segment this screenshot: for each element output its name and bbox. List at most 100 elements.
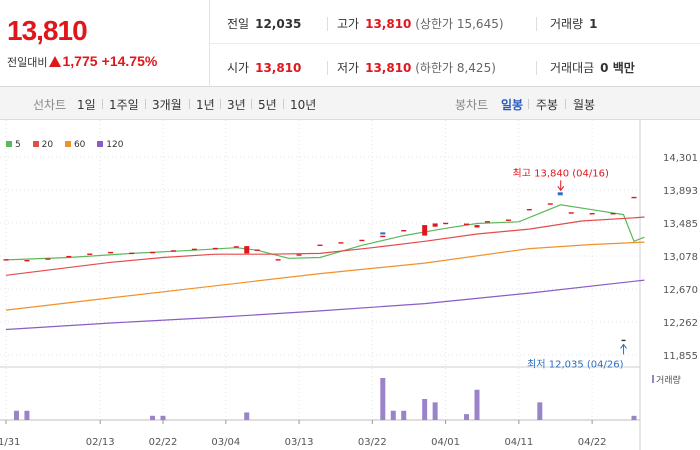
ma-line-120 xyxy=(5,279,645,331)
y-tick-label: 13,893 xyxy=(663,186,698,197)
legend-swatch xyxy=(97,141,104,147)
tab-range-10y[interactable]: 10년 xyxy=(290,98,317,112)
legend-swatch xyxy=(6,141,12,147)
y-tick-label: 12,670 xyxy=(663,285,698,296)
tab-range-3y[interactable]: 3년 xyxy=(227,98,246,112)
tab-monthly[interactable]: 월봉 xyxy=(573,98,596,112)
low-annotation: 최저 12,035 (04/26) xyxy=(527,358,623,370)
volume-bar xyxy=(150,415,156,420)
volume-bar xyxy=(537,402,543,420)
stat-value: 13,810 xyxy=(255,61,302,75)
x-tick-label: 04/01 xyxy=(431,437,460,448)
stats-divider xyxy=(210,43,700,44)
volume-bar xyxy=(390,410,396,420)
divider xyxy=(327,17,328,31)
volume-legend-swatch xyxy=(652,375,654,383)
quote-header: 13,810 전일대비 1,775 +14.75% 전일 12,035 고가 13,8… xyxy=(0,0,700,87)
change-label: 전일대비 xyxy=(7,56,48,69)
legend-label: 20 xyxy=(41,140,54,150)
stat-label: 전일 xyxy=(227,17,250,31)
candle xyxy=(380,232,386,235)
legend-item-ma5[interactable]: 5 xyxy=(6,140,21,150)
low-arrowhead xyxy=(620,343,627,349)
volume-bar xyxy=(24,410,30,420)
volume-bar xyxy=(13,410,19,420)
stat-high: 고가 13,810 (상한가 15,645) xyxy=(337,15,504,32)
volume-bar xyxy=(422,399,428,420)
x-tick-label: 04/22 xyxy=(578,437,607,448)
x-tick-label: 01/31 xyxy=(0,437,20,448)
stat-low: 저가 13,810 (하한가 8,425) xyxy=(337,59,496,76)
x-tick-label: 04/11 xyxy=(504,437,533,448)
y-tick-label: 13,485 xyxy=(663,219,698,230)
candle xyxy=(432,223,438,227)
volume-bar xyxy=(464,414,470,420)
lower-limit: (하한가 8,425) xyxy=(415,61,496,75)
tab-range-3m[interactable]: 3개월 xyxy=(152,98,182,112)
volume-bar xyxy=(631,415,637,420)
stat-label: 거래대금 xyxy=(550,61,595,75)
high-arrowhead xyxy=(557,186,565,192)
volume-bar xyxy=(432,402,438,420)
stat-label: 저가 xyxy=(337,61,360,75)
x-tick-label: 03/13 xyxy=(285,437,314,448)
stat-label: 고가 xyxy=(337,17,360,31)
x-tick-label: 02/13 xyxy=(86,437,115,448)
divider xyxy=(565,99,566,109)
candle xyxy=(244,246,250,254)
candle-chart-label: 봉차트 xyxy=(455,98,489,112)
stat-label: 거래량 xyxy=(550,17,584,31)
stat-value: 1 xyxy=(589,17,598,31)
stat-value: 13,810 xyxy=(365,17,412,31)
divider xyxy=(283,99,284,109)
candle xyxy=(422,225,428,236)
divider xyxy=(251,99,252,109)
stat-prev-close: 전일 12,035 xyxy=(227,15,301,32)
divider xyxy=(536,61,537,75)
line-chart-label: 선차트 xyxy=(33,98,67,112)
volume-bar xyxy=(244,412,250,420)
volume-bar xyxy=(160,415,166,420)
chart-tabs: 선차트 1일 1주일 3개월 1년 3년 5년 10년 봉차트 일봉 주봉 월봉 xyxy=(0,87,700,120)
tab-range-1w[interactable]: 1주일 xyxy=(109,98,139,112)
divider xyxy=(220,99,221,109)
divider xyxy=(327,61,328,75)
legend-swatch xyxy=(32,141,39,147)
divider xyxy=(536,17,537,31)
legend-label: 60 xyxy=(73,140,86,150)
divider xyxy=(145,99,146,109)
legend-item-ma60[interactable]: 60 xyxy=(64,140,86,150)
divider xyxy=(528,99,529,109)
change-row: 전일대비 1,775 +14.75% xyxy=(7,53,157,70)
legend-item-ma20[interactable]: 20 xyxy=(32,140,54,150)
stat-label: 시가 xyxy=(227,61,250,75)
tab-range-1y[interactable]: 1년 xyxy=(196,98,215,112)
y-tick-label: 13,078 xyxy=(663,252,698,263)
divider xyxy=(102,99,103,109)
volume-bar xyxy=(401,410,407,420)
high-marker xyxy=(557,192,563,196)
ma-line-20 xyxy=(5,216,645,276)
current-price: 13,810 xyxy=(7,15,88,46)
quote-summary: 13,810 전일대비 1,775 +14.75% xyxy=(0,0,210,87)
tab-weekly[interactable]: 주봉 xyxy=(536,98,559,112)
stat-value: 13,810 xyxy=(365,61,412,75)
ma-line-60 xyxy=(5,241,645,311)
tab-range-5y[interactable]: 5년 xyxy=(258,98,277,112)
tab-daily[interactable]: 일봉 xyxy=(501,98,524,112)
volume-bar xyxy=(474,389,480,420)
x-tick-label: 03/04 xyxy=(211,437,240,448)
legend-item-ma120[interactable]: 120 xyxy=(97,140,123,150)
up-triangle-icon xyxy=(49,56,62,67)
price-chart[interactable]: 14,301 13,893 13,485 13,078 12,670 12,262 11,8… xyxy=(0,120,700,450)
legend-label: 5 xyxy=(15,140,21,150)
change-percent: +14.75% xyxy=(101,53,158,69)
divider xyxy=(189,99,190,109)
legend-swatch xyxy=(64,141,71,147)
stat-amount: 거래대금 0 백만 xyxy=(550,59,635,76)
high-annotation: 최고 13,840 (04/16) xyxy=(513,167,609,179)
change-value: 1,775 xyxy=(62,53,98,69)
volume-legend-label: 거래량 xyxy=(656,374,681,386)
stat-open: 시가 13,810 xyxy=(227,59,301,76)
tab-range-1d[interactable]: 1일 xyxy=(77,98,96,112)
